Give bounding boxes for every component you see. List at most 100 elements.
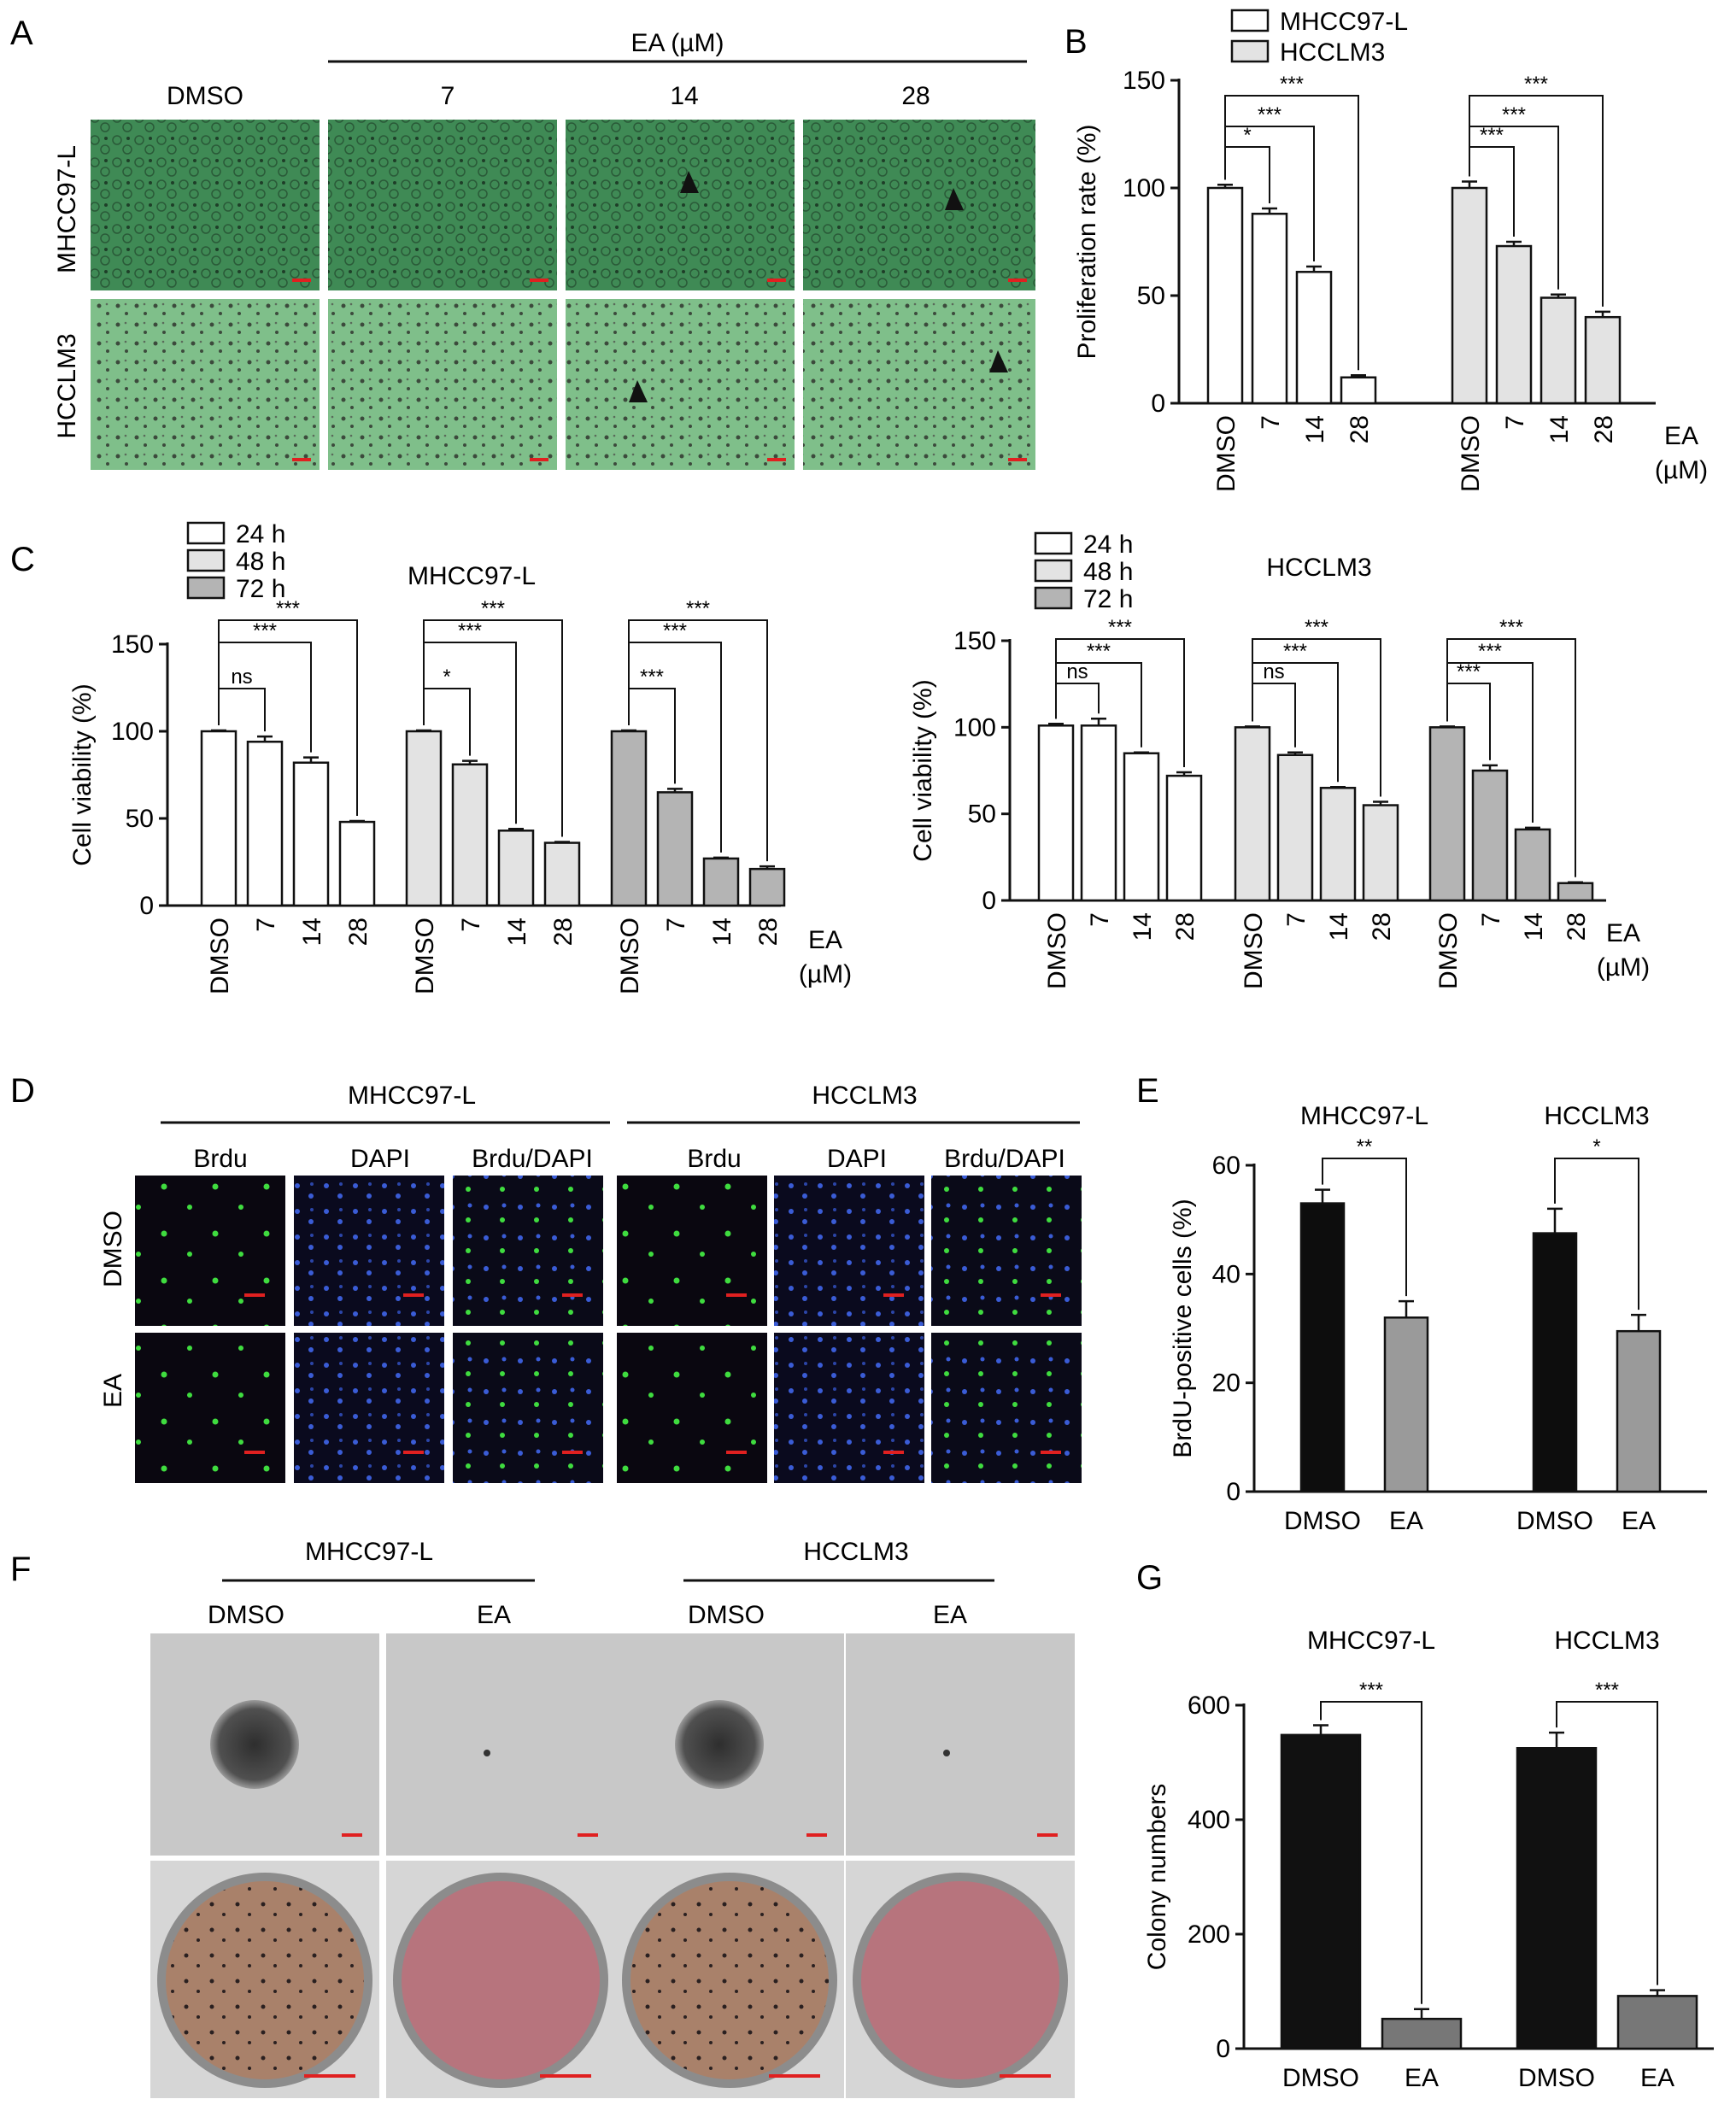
y-tick-label: 0 (139, 892, 154, 920)
x-tick-label: 7 (662, 918, 690, 932)
fluorescence-r1-c4 (774, 1333, 924, 1483)
fluorescence-r0-c3 (617, 1176, 767, 1326)
bar-48-h-14 (1319, 787, 1357, 902)
y-tick-label: 100 (953, 713, 996, 742)
panel-d-group-mhcc97l: MHCC97-L (348, 1082, 476, 1110)
panel-f-col-dmso-2: DMSO (688, 1601, 765, 1629)
significance-label: *** (1359, 1679, 1383, 1702)
x-tick-label: 28 (1171, 912, 1199, 941)
bar-mhcc97-l-14 (1295, 271, 1333, 405)
bar-mhcc97-l-dmso (1206, 186, 1244, 405)
significance-label: *** (1087, 640, 1111, 663)
y-tick-label: 600 (1188, 1692, 1230, 1720)
legend-swatch (186, 521, 226, 545)
significance-bracket (1055, 638, 1185, 768)
x-tick-label: EA (1389, 1507, 1423, 1535)
significance-label: *** (1478, 640, 1502, 663)
panel-f-col-ea-3: EA (933, 1601, 967, 1629)
bar-hcclm3-ea (1616, 1329, 1662, 1493)
dish-plate-3 (861, 1881, 1059, 2079)
scale-bar (767, 279, 786, 282)
significance-label: *** (276, 597, 300, 620)
scale-bar (883, 1451, 904, 1454)
arrowhead-marker-3 (989, 350, 1008, 372)
bar-24-h-28 (338, 820, 376, 907)
legend-label: 24 h (236, 520, 285, 548)
panel-a-col-dmso: DMSO (167, 82, 243, 110)
scale-bar (769, 2074, 820, 2078)
significance-label: *** (1258, 103, 1281, 126)
x-tick-label: 14 (298, 918, 326, 946)
x-tick-label: 14 (1129, 912, 1157, 941)
significance-bracket (1556, 1701, 1658, 1985)
legend-label: 72 h (236, 575, 285, 603)
panel-d-fluorescence: Brdu DAPI Brdu/DAPI Brdu DAPI Brdu/DAPI (135, 1145, 1082, 1483)
scale-bar (530, 279, 548, 282)
bar-mhcc97-l-ea (1383, 1316, 1429, 1493)
panel-f-group-hcclm3: HCCLM3 (803, 1538, 908, 1566)
bar-hcclm3-dmso (1516, 1747, 1598, 2050)
arrowhead-marker-1 (945, 188, 964, 210)
bar-48-h-14 (497, 830, 535, 907)
x-tick-label: DMSO (206, 918, 234, 994)
bar-mhcc97-l-dmso (1280, 1733, 1362, 2050)
colony-tiny-3 (943, 1750, 950, 1756)
bar-48-h-28 (1362, 804, 1399, 902)
scale-bar (292, 458, 311, 461)
panel-d-col-dapi: DAPI (350, 1145, 410, 1173)
significance-label: *** (1502, 103, 1526, 126)
panel-b-letter: B (1064, 23, 1088, 61)
group-title: HCCLM3 (1544, 1102, 1649, 1130)
legend-label: MHCC97-L (1280, 8, 1408, 36)
x-tick-label: DMSO (616, 918, 644, 994)
significance-bracket (1320, 1701, 1422, 2004)
bar-72-h-14 (1514, 828, 1551, 902)
y-tick-label: 0 (1226, 1478, 1240, 1506)
legend-swatch (1034, 559, 1073, 583)
panel-g-letter: G (1136, 1559, 1163, 1597)
fluorescence-r1-c5 (931, 1333, 1082, 1483)
fluorescence-r1-c3 (617, 1333, 767, 1483)
y-axis-label: Proliferation rate (%) (1073, 124, 1101, 359)
x-tick-label: DMSO (1516, 1507, 1593, 1535)
significance-bracket (1554, 1158, 1639, 1310)
bar-mhcc97-l-dmso (1299, 1202, 1346, 1493)
significance-bracket (628, 619, 768, 862)
x-tick-label: 7 (252, 918, 280, 932)
legend-swatch (186, 548, 226, 572)
panel-f-colonies: DMSO EA DMSO EA (150, 1601, 1075, 2098)
x-tick-label: 14 (503, 918, 531, 946)
scale-bar (883, 1293, 904, 1297)
x-tick-label: 14 (1325, 912, 1353, 941)
fluorescence-r0-c4 (774, 1176, 924, 1326)
x-tick-label: 28 (549, 918, 578, 946)
colony-2 (675, 1700, 764, 1789)
micrograph-r1-c3 (803, 299, 1035, 470)
bar-72-h-7 (1471, 769, 1509, 902)
chart-b-proliferation: 0 50 100 150 Proliferation rate (%) DMSO 7 14 28… (1073, 8, 1708, 492)
panel-a-micrographs (91, 120, 1035, 470)
x-tick-label: 14 (708, 918, 736, 946)
x-tick-label: 7 (1501, 415, 1529, 430)
significance-label: *** (640, 666, 664, 689)
micrograph-r0-c0 (91, 120, 320, 290)
chart-c-hcclm3-viability: 0 50 100 150 Cell viability (%) HCCLM3 DMSO 7 14… (909, 531, 1650, 989)
micrograph-r1-c0 (91, 299, 320, 470)
bar-hcclm3-ea (1616, 1995, 1698, 2050)
panel-a-col-28: 28 (901, 82, 930, 110)
colony-0 (210, 1700, 299, 1789)
scale-bar (1008, 279, 1027, 282)
bar-72-h-7 (656, 791, 694, 907)
x-tick-label: 7 (1282, 912, 1311, 927)
x-tick-label: 28 (1346, 415, 1374, 443)
y-tick-label: 60 (1212, 1152, 1240, 1180)
panel-f-col-ea-1: EA (477, 1601, 511, 1629)
micrograph-r0-c2 (566, 120, 795, 290)
bar-hcclm3-dmso (1532, 1232, 1578, 1493)
bar-48-h-7 (1276, 753, 1314, 902)
significance-bracket (218, 619, 358, 817)
bar-24-h-7 (1080, 724, 1117, 902)
x-tick-label: 28 (754, 918, 783, 946)
x-tick-label: 28 (1590, 415, 1618, 443)
chart-g-colony-numbers: 0 200 400 600 Colony numbers DMSO EA MHCC97-L **… (1143, 1627, 1714, 2092)
